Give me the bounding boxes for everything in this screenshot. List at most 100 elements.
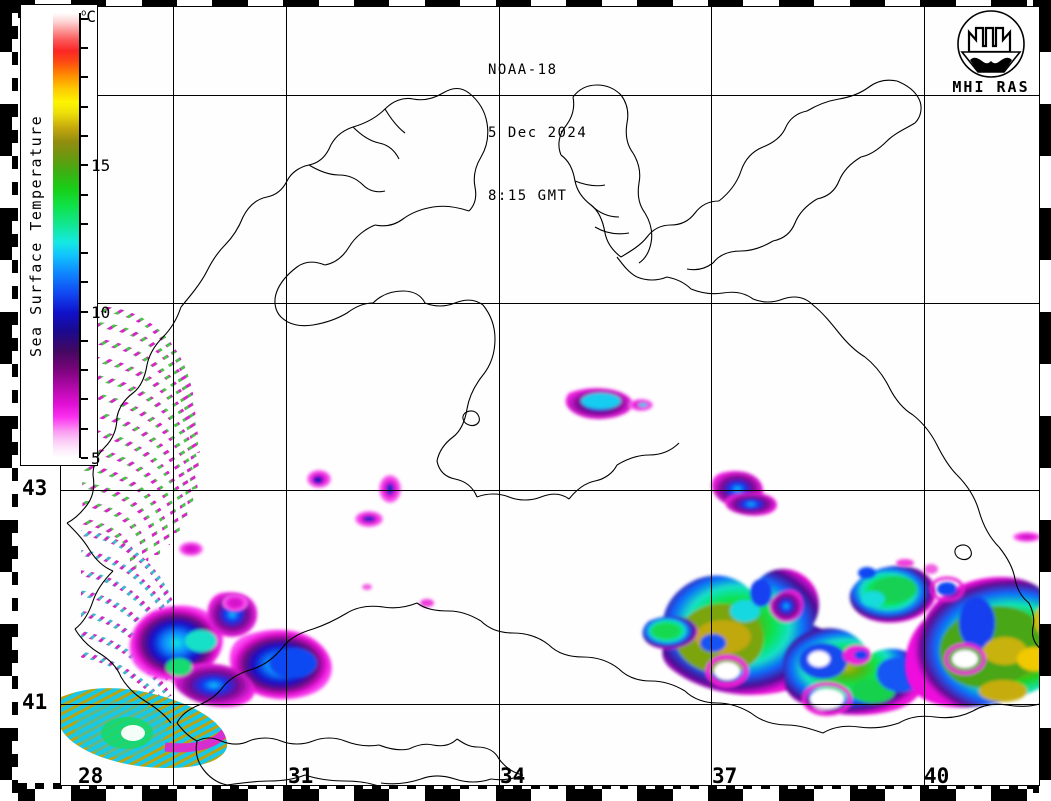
ruler-segment bbox=[106, 783, 116, 789]
ruler-segment bbox=[1039, 728, 1051, 780]
ruler-segment bbox=[920, 789, 956, 801]
ruler-segment bbox=[778, 783, 788, 789]
ruler-segment bbox=[12, 104, 18, 117]
ruler-segment bbox=[0, 416, 12, 468]
ruler-segment bbox=[1039, 0, 1051, 52]
ruler-ticks-bottom bbox=[0, 783, 1051, 789]
ruler-segment bbox=[283, 783, 293, 789]
map-plot-area bbox=[60, 6, 1040, 786]
ruler-segment bbox=[1008, 783, 1018, 789]
ruler-segment bbox=[318, 783, 328, 789]
ruler-segment bbox=[12, 234, 18, 247]
lon-label-31: 31 bbox=[288, 764, 314, 788]
ruler-segment bbox=[12, 26, 18, 39]
ruler-segment bbox=[1039, 520, 1051, 572]
ruler-segment bbox=[336, 783, 346, 789]
ruler-segment bbox=[920, 783, 930, 789]
gridline-lat-45 bbox=[61, 303, 1039, 304]
ruler-segment bbox=[141, 783, 151, 789]
ruler-segment bbox=[70, 789, 107, 801]
colorbar-label-15: 15 bbox=[91, 156, 111, 176]
colorbar-tick-6 bbox=[81, 427, 88, 430]
ruler-segment bbox=[389, 783, 399, 789]
colorbar-tick-8 bbox=[81, 369, 88, 372]
ruler-segment bbox=[12, 598, 18, 611]
gridline-lon-40 bbox=[924, 7, 925, 785]
ruler-segment bbox=[12, 416, 18, 429]
ruler-segment bbox=[12, 624, 18, 637]
ruler-segment bbox=[0, 104, 12, 156]
ruler-segment bbox=[814, 783, 824, 789]
lon-label-28: 28 bbox=[78, 764, 104, 788]
ruler-segment bbox=[566, 789, 602, 801]
colorbar-tick-15 bbox=[81, 164, 88, 167]
ruler-ticks-left bbox=[12, 0, 18, 801]
ruler-segment bbox=[654, 783, 664, 789]
ruler-segment bbox=[12, 702, 18, 715]
sst-spot-cluster-west bbox=[179, 470, 434, 612]
ruler-segment bbox=[938, 783, 947, 789]
ruler-segment bbox=[1039, 624, 1051, 676]
sst-patch-east-basin bbox=[849, 564, 938, 623]
ruler-segment bbox=[778, 789, 815, 801]
ruler-segment bbox=[371, 783, 381, 789]
ruler-segment bbox=[12, 520, 18, 533]
ruler-segment bbox=[690, 783, 700, 789]
ruler-segment bbox=[849, 789, 885, 801]
ruler-segment bbox=[194, 783, 204, 789]
gridline-lat-47 bbox=[61, 95, 1039, 96]
ruler-segment bbox=[12, 182, 18, 195]
gridline-lat-41 bbox=[61, 704, 1039, 705]
ruler-segment bbox=[70, 783, 80, 789]
ruler-segment bbox=[761, 783, 770, 789]
map-canvas bbox=[61, 7, 1039, 785]
colorbar-tick-12 bbox=[81, 252, 88, 255]
ruler-segment bbox=[354, 783, 363, 789]
colorbar-label-10: 10 bbox=[91, 302, 111, 322]
lon-label-40: 40 bbox=[924, 764, 950, 788]
ruler-segment bbox=[12, 468, 18, 481]
ruler-segment bbox=[955, 783, 965, 789]
lon-label-37: 37 bbox=[712, 764, 738, 788]
ruler-segment bbox=[12, 78, 18, 91]
ruler-segment bbox=[849, 783, 859, 789]
ruler-segment bbox=[12, 52, 18, 65]
ruler-segment bbox=[0, 624, 12, 676]
gridline-lat-43 bbox=[61, 490, 1039, 491]
ruler-segment bbox=[637, 783, 647, 789]
ruler-segment bbox=[407, 783, 416, 789]
ruler-segment bbox=[831, 783, 841, 789]
ruler-segment bbox=[1039, 416, 1051, 468]
ruler-segment bbox=[354, 789, 390, 801]
ruler-segment bbox=[796, 783, 806, 789]
ruler-segment bbox=[12, 156, 18, 169]
colorbar-unit-label: oC bbox=[81, 7, 97, 26]
lat-label-41: 41 bbox=[22, 690, 48, 714]
ruler-segment bbox=[495, 783, 505, 789]
ruler-segment bbox=[1039, 312, 1051, 364]
ruler-segment bbox=[12, 676, 18, 689]
ruler-segment bbox=[637, 789, 673, 801]
ruler-segment bbox=[12, 442, 18, 455]
ruler-segment bbox=[708, 789, 744, 801]
colorbar-tick-7 bbox=[81, 398, 88, 401]
ruler-segment bbox=[12, 312, 18, 325]
colorbar-tick-9 bbox=[81, 339, 88, 342]
gridline-lon-34 bbox=[499, 7, 500, 785]
sst-raster-layer bbox=[61, 306, 1039, 769]
ruler-segment bbox=[1039, 104, 1051, 156]
colorbar-tick-18 bbox=[81, 76, 88, 79]
acquisition-info: NOAA-18 5 Dec 2024 8:15 GMT bbox=[488, 18, 587, 249]
ruler-segment bbox=[35, 783, 45, 789]
ruler-segment bbox=[424, 783, 434, 789]
ruler-segment bbox=[566, 783, 576, 789]
ruler-segment bbox=[247, 783, 257, 789]
colorbar-tick-17 bbox=[81, 105, 88, 108]
ruler-segment bbox=[0, 0, 12, 52]
ruler-segment bbox=[991, 783, 1001, 789]
ruler-segment bbox=[159, 783, 169, 789]
ruler-segment bbox=[743, 783, 753, 789]
sst-patch-caucasus-coast bbox=[905, 576, 1039, 708]
ruler-segment bbox=[513, 783, 523, 789]
